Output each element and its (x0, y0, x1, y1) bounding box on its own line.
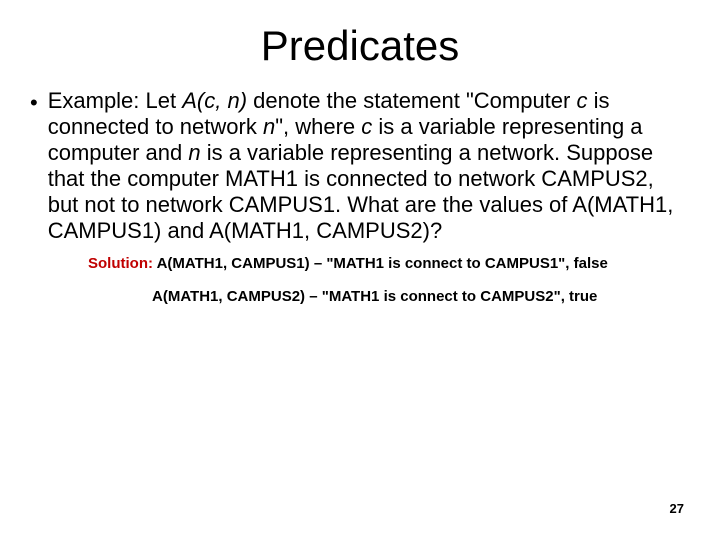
var-c2: c (361, 114, 372, 139)
var-c1: c (576, 88, 587, 113)
var-n1: n (263, 114, 275, 139)
solution-text-1: A(MATH1, CAMPUS1) – "MATH1 is connect to… (157, 255, 608, 272)
var-n2: n (188, 140, 200, 165)
solution-line-1: Solution: A(MATH1, CAMPUS1) – "MATH1 is … (88, 254, 690, 274)
example-text: Example: Let A(c, n) denote the statemen… (48, 88, 690, 244)
slide: Predicates • Example: Let A(c, n) denote… (0, 0, 720, 540)
solution-line-2: A(MATH1, CAMPUS2) – "MATH1 is connect to… (152, 287, 690, 307)
example-part1: Let (139, 88, 182, 113)
bullet-glyph: • (30, 92, 38, 114)
solution-block: Solution: A(MATH1, CAMPUS1) – "MATH1 is … (88, 254, 690, 307)
predicate-acn: A(c, n) (182, 88, 247, 113)
example-label: Example: (48, 88, 140, 113)
example-part2: denote the statement "Computer (247, 88, 576, 113)
page-number: 27 (670, 501, 684, 516)
slide-title: Predicates (30, 22, 690, 70)
solution-label: Solution: (88, 255, 157, 272)
solution-text-2: A(MATH1, CAMPUS2) – "MATH1 is connect to… (152, 288, 597, 305)
example-bullet-row: • Example: Let A(c, n) denote the statem… (30, 88, 690, 244)
example-part4: ", where (275, 114, 361, 139)
